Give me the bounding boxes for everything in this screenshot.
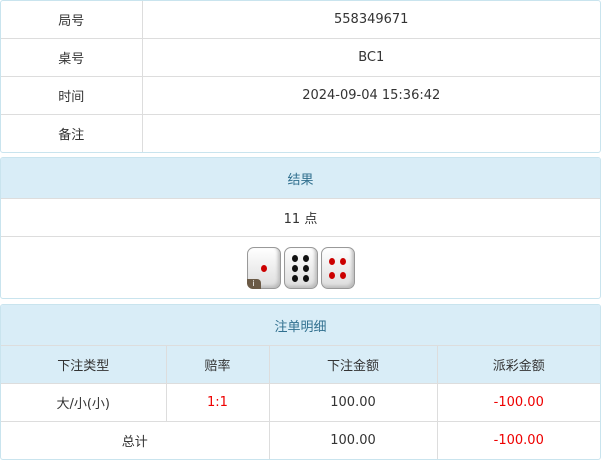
bet-type: 大/小(小) — [1, 383, 167, 422]
die-1: i — [246, 247, 281, 289]
info-icon[interactable]: i — [246, 279, 261, 289]
die-pip — [260, 265, 267, 272]
payout: -100.00 — [436, 383, 600, 422]
bet-amount: 100.00 — [268, 383, 438, 422]
die-pip — [303, 265, 310, 272]
odds: 1:1 — [165, 383, 270, 422]
result-points: 11 点 — [1, 198, 600, 237]
die-pip — [340, 257, 347, 265]
label: 时间 — [1, 76, 143, 115]
bet-details-panel: 注单明细 下注类型 赔率 下注金额 派彩金额 大/小(小) 1:1 100.00… — [0, 304, 601, 460]
die-pip — [291, 275, 298, 282]
die-pip — [303, 255, 310, 262]
table-id: BC1 — [141, 38, 600, 77]
time: 2024-09-04 15:36:42 — [141, 76, 600, 115]
label: 备注 — [1, 114, 143, 152]
die-pip — [303, 275, 310, 282]
header-odds: 赔率 — [165, 345, 270, 384]
column-headers: 下注类型 赔率 下注金额 派彩金额 — [1, 345, 600, 384]
total-payout: -100.00 — [436, 421, 600, 459]
die-6 — [283, 247, 318, 289]
die-pip — [328, 257, 335, 265]
label: 桌号 — [1, 38, 143, 77]
die-pip — [340, 272, 347, 280]
row-remark: 备注 — [1, 114, 600, 152]
row-time: 时间 2024-09-04 15:36:42 — [1, 76, 600, 115]
round-info-panel: 局号 558349671 桌号 BC1 时间 2024-09-04 15:36:42 … — [0, 0, 601, 153]
header-payout: 派彩金额 — [436, 345, 600, 384]
total-label: 总计 — [1, 421, 270, 459]
result-panel: 结果 11 点 i — [0, 157, 601, 299]
total-row: 总计 100.00 -100.00 — [1, 421, 600, 459]
die-pip — [291, 255, 298, 262]
dice-group: i — [1, 237, 600, 298]
total-amount: 100.00 — [268, 421, 438, 459]
die-4 — [320, 247, 355, 289]
table-row: 大/小(小) 1:1 100.00 -100.00 — [1, 383, 600, 422]
row-round-id: 局号 558349671 — [1, 1, 600, 39]
header-bet-type: 下注类型 — [1, 345, 167, 384]
row-table-id: 桌号 BC1 — [1, 38, 600, 77]
header-bet-amount: 下注金额 — [268, 345, 438, 384]
label: 局号 — [1, 1, 143, 39]
bet-details-title: 注单明细 — [1, 305, 600, 346]
die-pip — [291, 265, 298, 272]
round-id: 558349671 — [141, 1, 600, 39]
remark — [141, 114, 600, 152]
die-pip — [328, 272, 335, 280]
result-title: 结果 — [1, 158, 600, 199]
